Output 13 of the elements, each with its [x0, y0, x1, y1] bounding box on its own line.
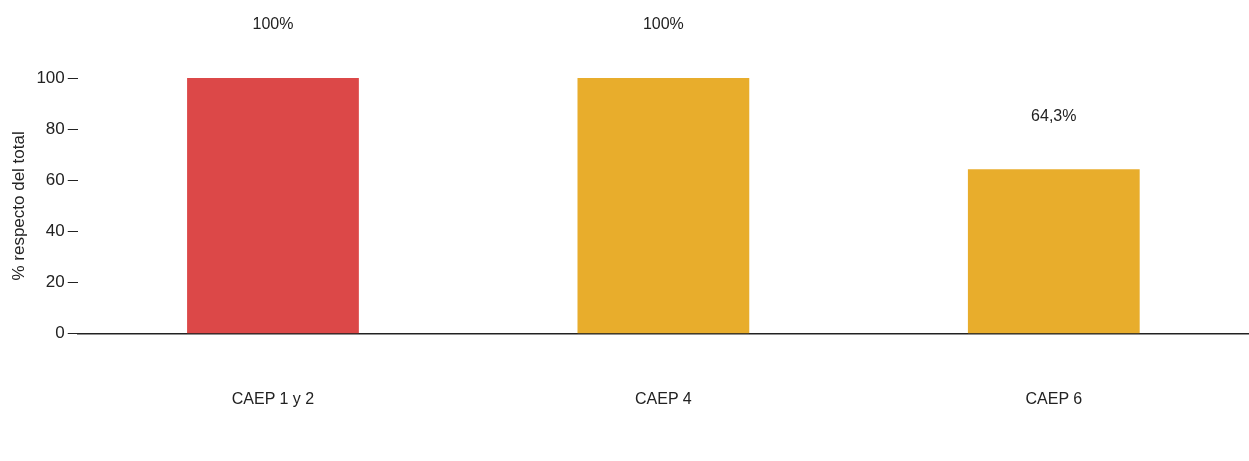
x-tick-label: CAEP 6 [1025, 389, 1083, 407]
y-tick-label: 20 [45, 272, 65, 292]
y-axis-title: % respecto del total [8, 131, 28, 281]
data-label: 100% [642, 15, 684, 33]
data-label: 100% [252, 15, 294, 33]
y-tick-label: 60 [45, 170, 65, 190]
y-tick-label: 40 [45, 221, 65, 241]
y-tick-label: 100 [36, 67, 65, 87]
data-label: 64,3% [1031, 106, 1077, 124]
y-tick-label: 0 [55, 323, 65, 343]
x-tick-label: CAEP 4 [635, 389, 692, 407]
y-tick-label: 80 [45, 118, 65, 138]
x-tick-label: CAEP 1 y 2 [231, 389, 315, 407]
